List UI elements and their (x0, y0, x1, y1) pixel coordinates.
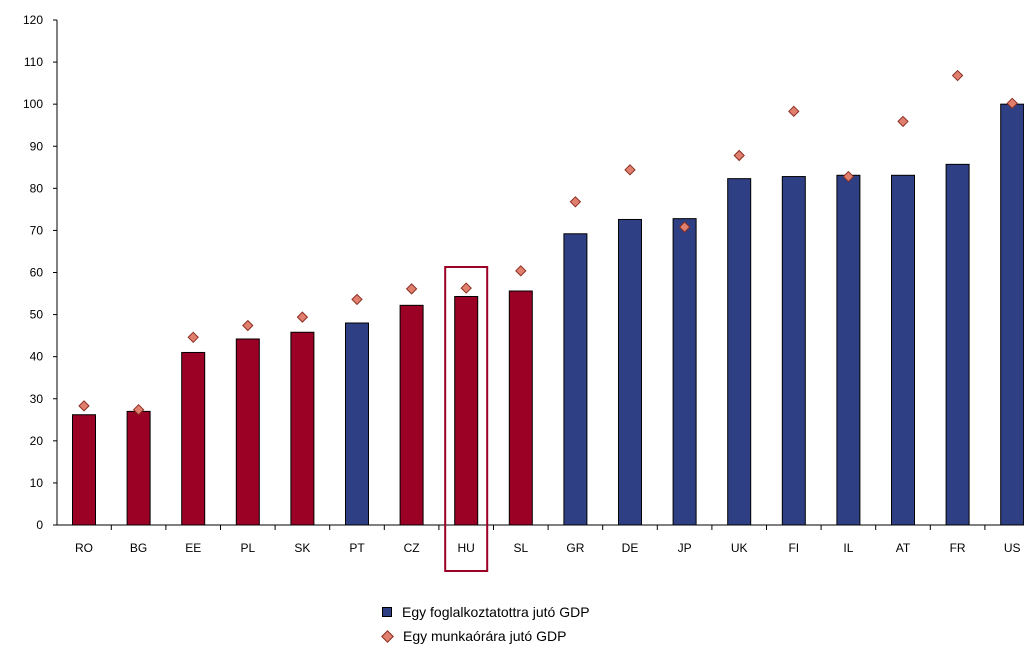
x-tick-label-il: IL (843, 541, 853, 555)
marker-il (842, 170, 855, 183)
marker-gr (569, 196, 582, 208)
bar-us (1000, 103, 1024, 526)
y-tick-label: 80 (30, 181, 44, 195)
x-tick-label-sl: SL (513, 541, 528, 555)
y-tick-label: 100 (23, 97, 43, 111)
marker-sk (296, 311, 309, 323)
y-tick-label: 30 (30, 392, 44, 406)
x-tick-label-us: US (1004, 541, 1021, 555)
bar-ro (72, 414, 96, 526)
x-tick-label-jp: JP (678, 541, 692, 555)
marker-pl (242, 319, 254, 332)
x-tick-label-cz: CZ (404, 541, 420, 555)
bar-gr (563, 233, 588, 526)
x-tick-label-at: AT (896, 541, 911, 555)
y-tick-label: 110 (24, 55, 43, 69)
bar-jp (672, 218, 697, 526)
x-tick-label-sk: SK (294, 541, 310, 555)
y-tick-label: 90 (30, 139, 44, 153)
bar-hu (454, 295, 479, 526)
marker-bg (132, 403, 145, 416)
x-tick-label-bg: BG (130, 541, 147, 555)
x-tick-label-gr: GR (566, 541, 584, 555)
x-tick-label-pt: PT (349, 541, 365, 555)
legend-marker-swatch (381, 629, 394, 643)
legend-bar-swatch (382, 607, 392, 617)
y-tick-label: 40 (30, 350, 44, 364)
x-tick-label-hu: HU (458, 541, 475, 555)
marker-fi (788, 105, 800, 118)
bar-il (836, 174, 861, 526)
x-axis: RO BG EE PL SK PT CZ HU SL GR DE JP UK FI IL AT FR US (57, 524, 1024, 555)
y-tick-label: 60 (30, 266, 44, 280)
bars (72, 103, 1024, 526)
bar-uk (727, 178, 752, 526)
x-tick-label-ro: RO (75, 541, 93, 555)
bar-ee (181, 351, 206, 526)
bar-cz (399, 304, 424, 526)
marker-de (624, 164, 636, 176)
bar-fr (945, 163, 970, 526)
y-tick-label: 10 (30, 476, 44, 490)
marker-us (1006, 97, 1018, 110)
y-tick-label: 120 (23, 13, 43, 27)
bar-at (891, 174, 915, 526)
marker-fr (951, 69, 964, 82)
y-tick-label: 20 (30, 434, 44, 448)
y-tick-label: 50 (30, 308, 44, 322)
markers (78, 69, 1018, 416)
bar-de (618, 218, 642, 526)
bar-sk (290, 331, 315, 526)
y-axis: 0 10 20 30 40 50 60 70 80 90 100 110 120 (23, 13, 58, 532)
bar-pl (235, 338, 260, 526)
x-tick-label-uk: UK (731, 541, 748, 555)
marker-hu (460, 282, 472, 294)
y-tick-label: 70 (30, 223, 44, 237)
marker-jp (678, 221, 691, 233)
marker-ro (78, 400, 90, 412)
x-tick-label-de: DE (622, 541, 639, 555)
bar-bg (126, 410, 151, 526)
marker-ee (187, 331, 199, 344)
bar-chart: 0 10 20 30 40 50 60 70 80 90 100 110 120 RO BG EE PL SK P… (23, 13, 1024, 572)
highlight-box-hu (444, 266, 489, 572)
legend-bar-label: Egy foglalkoztatottra jutó GDP (402, 604, 590, 620)
x-tick-label-fr: FR (950, 541, 966, 555)
highlight-box (444, 266, 489, 572)
marker-cz (405, 283, 418, 295)
bar-fi (781, 176, 806, 526)
bar-sl (508, 290, 533, 526)
x-tick-label-fi: FI (788, 541, 799, 555)
legend-item-marker: Egy munkaórára jutó GDP (381, 624, 590, 648)
marker-uk (733, 149, 745, 162)
marker-pt (351, 293, 363, 306)
x-tick-label-pl: PL (240, 541, 255, 555)
marker-sl (515, 265, 527, 277)
x-tick-label-ee: EE (185, 541, 201, 555)
bar-pt (345, 322, 369, 526)
legend-marker-label: Egy munkaórára jutó GDP (403, 628, 567, 644)
legend: Egy foglalkoztatottra jutó GDP Egy munka… (381, 600, 590, 648)
y-tick-label: 0 (36, 518, 43, 532)
marker-at (897, 115, 909, 128)
legend-item-bar: Egy foglalkoztatottra jutó GDP (382, 600, 590, 624)
